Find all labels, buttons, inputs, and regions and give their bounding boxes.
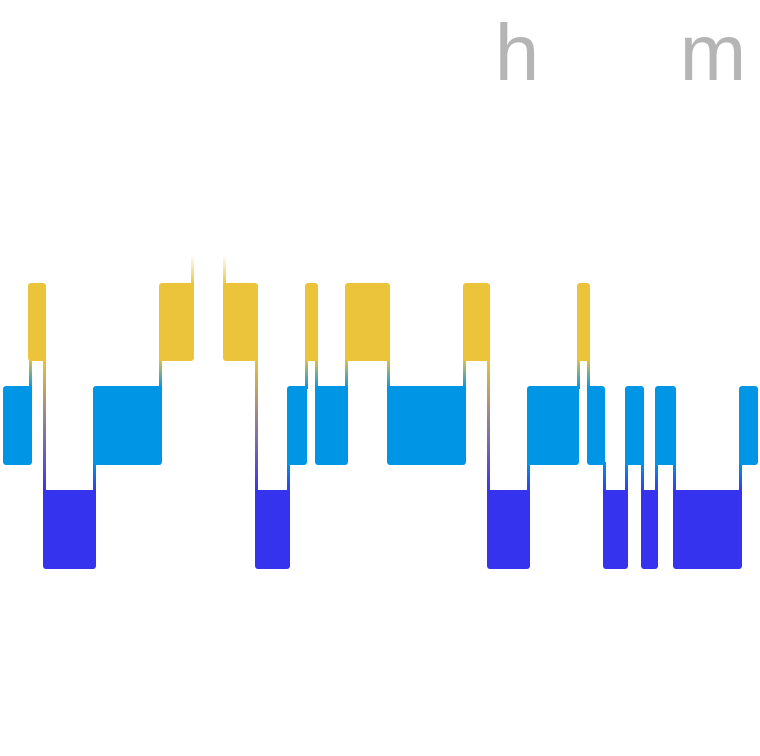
segment: [625, 386, 644, 465]
connector: [641, 462, 644, 493]
segment: [603, 490, 628, 569]
segment: [527, 386, 579, 465]
segment: [739, 386, 758, 465]
segment: [315, 386, 348, 465]
connector: [191, 255, 194, 285]
segment: [43, 490, 96, 569]
segment: [305, 283, 318, 361]
connector: [487, 358, 490, 493]
sleep-timeline: [3, 255, 758, 569]
segment: [159, 283, 194, 361]
connector: [527, 462, 530, 493]
segment: [287, 386, 307, 465]
segment: [223, 283, 258, 361]
segment: [655, 386, 676, 465]
segment: [3, 386, 32, 465]
connector: [655, 462, 658, 493]
segment: [577, 283, 590, 361]
connector: [587, 358, 590, 389]
connector: [223, 255, 226, 285]
segment: [387, 386, 466, 465]
connector: [159, 358, 162, 389]
connector: [255, 358, 258, 493]
segment: [673, 490, 742, 569]
connector: [673, 462, 676, 493]
deep-segments: [43, 490, 742, 569]
segment: [93, 386, 162, 465]
connector: [305, 358, 308, 389]
connector: [463, 358, 466, 389]
connector: [93, 462, 96, 493]
connector: [315, 358, 318, 389]
core-segments: [3, 386, 758, 465]
connector: [29, 358, 32, 389]
connectors: [29, 255, 742, 493]
connector: [625, 462, 628, 493]
minutes-unit: m: [680, 8, 747, 97]
awake-segments: [28, 283, 590, 361]
hours-unit: h: [495, 8, 540, 97]
segment: [641, 490, 658, 569]
segment: [255, 490, 290, 569]
connector: [577, 358, 580, 389]
segment: [587, 386, 605, 465]
connector: [603, 462, 606, 493]
connector: [287, 462, 290, 493]
segment: [463, 283, 490, 361]
segment: [28, 283, 46, 361]
segment: [487, 490, 530, 569]
connector: [739, 462, 742, 493]
segment: [345, 283, 390, 361]
connector: [345, 358, 348, 389]
connector: [387, 358, 390, 389]
connector: [43, 358, 46, 493]
